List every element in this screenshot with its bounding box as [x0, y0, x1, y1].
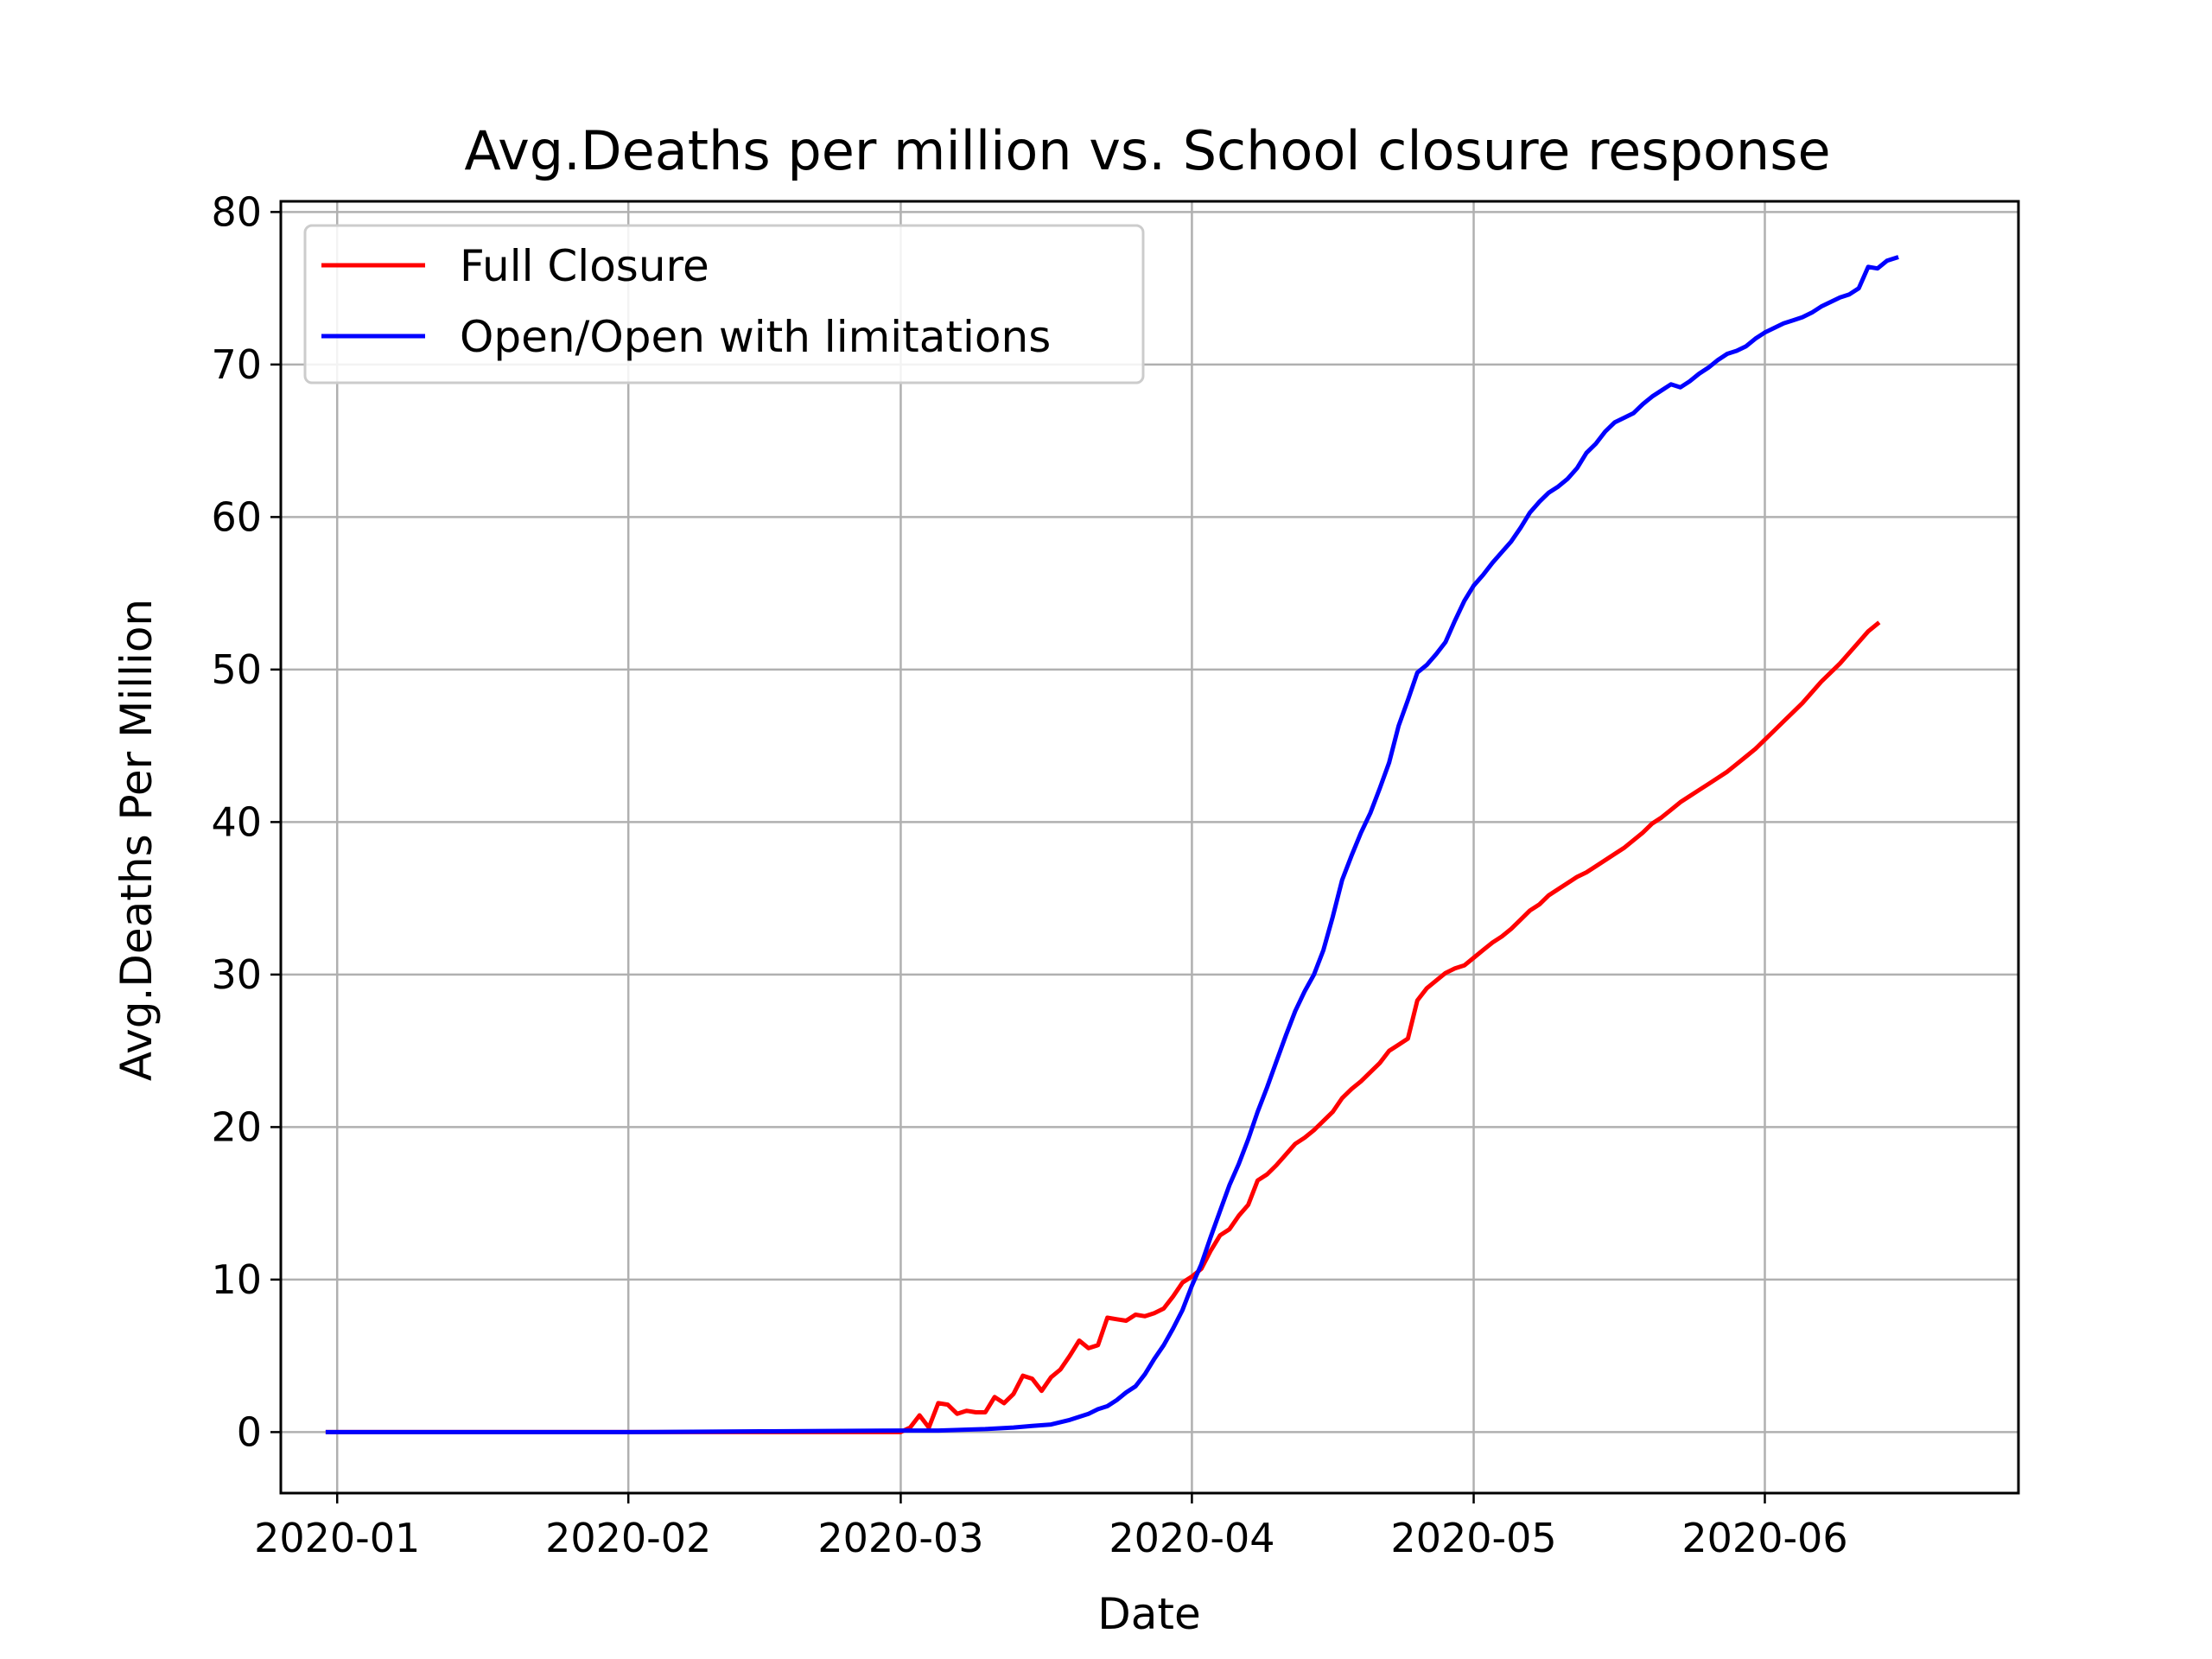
y-tick-label: 30: [211, 951, 262, 998]
y-tick-label: 0: [237, 1408, 262, 1455]
series-lines: [325, 255, 1899, 1434]
x-tick-label: 2020-02: [545, 1515, 711, 1561]
y-tick-label: 80: [211, 188, 262, 235]
y-tick-label: 70: [211, 341, 262, 388]
y-tick-label: 40: [211, 798, 262, 845]
y-tick-label: 10: [211, 1256, 262, 1303]
y-tick-label: 60: [211, 493, 262, 540]
y-axis-label: Avg.Deaths Per Million: [111, 599, 162, 1081]
x-tick-label: 2020-05: [1390, 1515, 1556, 1561]
x-axis-label: Date: [1097, 1589, 1201, 1639]
x-tick-label: 2020-06: [1681, 1515, 1847, 1561]
series-line-open-with-limitations: [325, 255, 1899, 1434]
plot-frame: [279, 200, 2020, 1495]
legend-label-open: Open/Open with limitations: [460, 312, 1051, 362]
x-tick-label: 2020-03: [817, 1515, 983, 1561]
y-tick-label: 50: [211, 646, 262, 693]
legend-box: [303, 224, 1145, 385]
grid: [281, 201, 2018, 1493]
axis-ticks: 2020-01 2020-02 2020-03 2020-04 2020-05 2020-…: [211, 188, 1847, 1561]
x-tick-label: 2020-01: [254, 1515, 420, 1561]
series-line-full-closure: [325, 620, 1881, 1434]
y-tick-label: 20: [211, 1103, 262, 1150]
chart-title: Avg.Deaths per million vs. School closur…: [464, 119, 1830, 182]
x-tick-label: 2020-04: [1109, 1515, 1274, 1561]
legend-label-full-closure: Full Closure: [460, 241, 709, 291]
legend: Full Closure Open/Open with limitations: [303, 224, 1145, 385]
